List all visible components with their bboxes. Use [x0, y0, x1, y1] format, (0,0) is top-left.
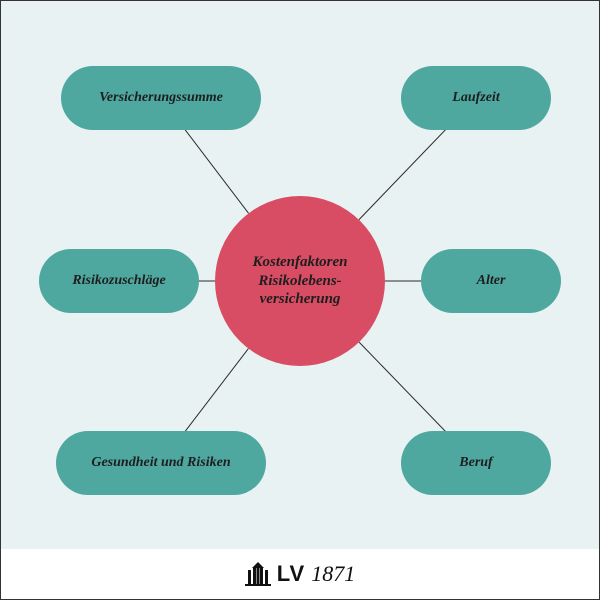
- edge: [359, 342, 454, 440]
- diagram-canvas: Kostenfaktoren Risikolebens-versicherung…: [1, 1, 599, 549]
- node-laufzeit: Laufzeit: [401, 66, 551, 130]
- center-node: Kostenfaktoren Risikolebens-versicherung: [215, 196, 385, 366]
- node-beruf: Beruf: [401, 431, 551, 495]
- edge: [359, 121, 454, 220]
- node-gesundheit: Gesundheit und Risiken: [56, 431, 266, 495]
- node-risikozuschlaege: Risikozuschläge: [39, 249, 199, 313]
- lv1871-building-icon: [245, 562, 271, 586]
- node-versicherungssumme: Versicherungssumme: [61, 66, 261, 130]
- edge: [180, 349, 248, 438]
- footer: LV 1871: [1, 549, 599, 599]
- node-alter: Alter: [421, 249, 561, 313]
- frame: Kostenfaktoren Risikolebens-versicherung…: [0, 0, 600, 600]
- logo-lv-text: LV: [277, 561, 305, 587]
- logo-year-text: 1871: [311, 561, 355, 587]
- edge: [180, 123, 248, 213]
